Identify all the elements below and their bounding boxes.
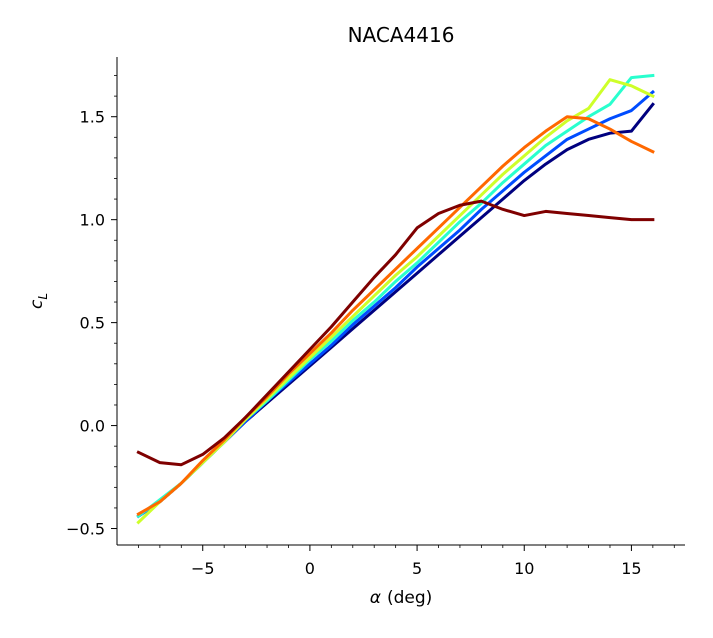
- x-axis-label: α (deg): [370, 588, 433, 608]
- series-line-5: [136, 115, 655, 517]
- y-ticks: −0.5 0.0 0.5 1.0 1.5: [66, 75, 117, 539]
- x-tick-label: −5: [191, 559, 215, 578]
- x-tick-label: 15: [621, 559, 641, 578]
- series-line-6: [136, 199, 655, 467]
- y-axis-label: cL: [27, 293, 50, 309]
- y-tick-label: 0.0: [80, 417, 105, 436]
- y-tick-label: 1.5: [80, 108, 105, 127]
- x-tick-label: 0: [305, 559, 315, 578]
- series-line-1: [136, 102, 655, 519]
- x-axis-label-unit: (deg): [387, 588, 432, 608]
- y-tick-label: 1.0: [80, 211, 105, 230]
- x-tick-label: 5: [412, 559, 422, 578]
- y-axis-label-main: c: [27, 299, 47, 309]
- chart-title: NACA4416: [348, 23, 455, 47]
- y-axis-label-subscript: L: [36, 293, 50, 300]
- series-line-2: [136, 89, 655, 519]
- y-tick-label: −0.5: [66, 520, 105, 539]
- plot-lines: [136, 73, 655, 525]
- x-axis-label-symbol: α: [370, 588, 381, 608]
- x-ticks: −5 0 5 10 15: [138, 545, 675, 578]
- x-tick-label: 10: [514, 559, 534, 578]
- y-tick-label: 0.5: [80, 314, 105, 333]
